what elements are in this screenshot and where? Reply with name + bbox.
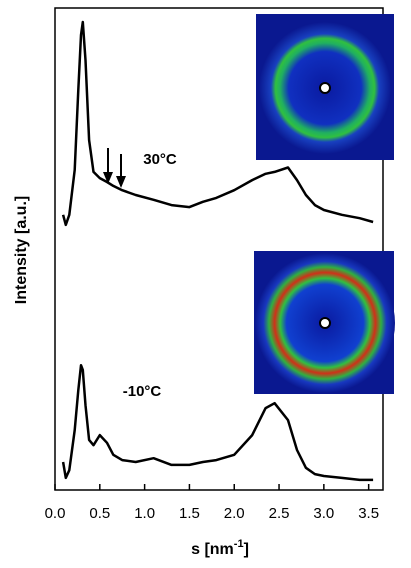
y-axis-label: Intensity [a.u.]: [13, 196, 30, 304]
x-tick-label: 2.5: [269, 505, 290, 522]
x-tick-label: 0.5: [89, 505, 110, 522]
x-axis-label-superscript: -1: [234, 538, 244, 550]
series-label: 30°C: [143, 151, 177, 168]
x-tick-label: 3.0: [313, 505, 334, 522]
x-tick-label: 3.5: [358, 505, 379, 522]
x-tick-label: 1.5: [179, 505, 200, 522]
x-tick-label: 0.0: [45, 505, 66, 522]
data-line: [61, 20, 374, 227]
x-axis-label-text: s [nm: [191, 541, 234, 558]
x-tick-label: 1.0: [134, 505, 155, 522]
plot-frame: [54, 7, 384, 491]
data-line: [61, 363, 374, 482]
series-label: -10°C: [123, 383, 162, 400]
inset-image: [254, 251, 395, 394]
arrow: [103, 148, 126, 188]
x-axis-label-suffix: ]: [244, 541, 249, 558]
inset-image: [256, 14, 394, 160]
x-axis-label: s [nm-1]: [191, 538, 249, 558]
x-tick-label: 2.0: [224, 505, 245, 522]
